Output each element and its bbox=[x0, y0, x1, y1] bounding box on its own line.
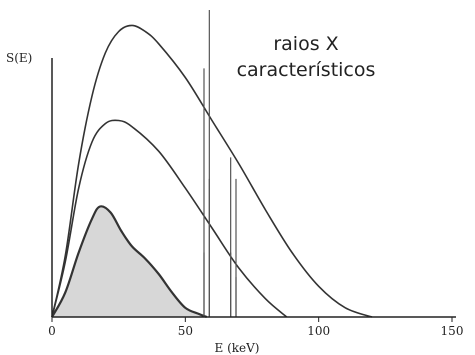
spectrum-curve-1 bbox=[51, 24, 373, 318]
spectrum-curve-2 bbox=[51, 119, 288, 318]
annotation-line-1: raios X bbox=[273, 33, 338, 55]
x-axis-label: E (keV) bbox=[215, 341, 260, 355]
y-axis-label: S(E) bbox=[6, 51, 32, 65]
spectrum-curve-3 bbox=[51, 205, 208, 319]
x-tick-label: 50 bbox=[178, 324, 193, 338]
annotation-line-2: característicos bbox=[237, 59, 376, 81]
x-tick-label: 100 bbox=[307, 324, 330, 338]
x-tick-label: 150 bbox=[441, 324, 464, 338]
x-tick-label: 0 bbox=[48, 324, 56, 338]
filtered-spectrum-fill bbox=[52, 206, 207, 317]
